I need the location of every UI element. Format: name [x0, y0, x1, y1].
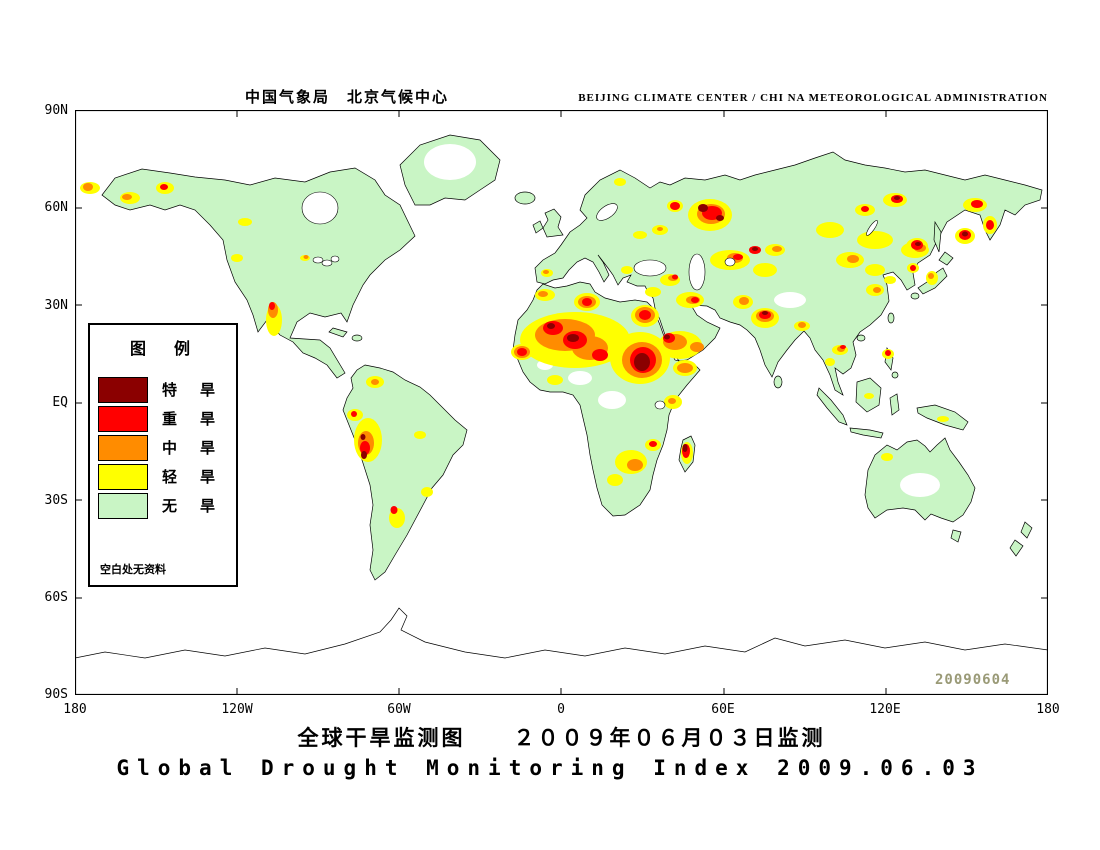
- no-drought-swatch: [98, 492, 148, 519]
- lat-label-30s: 30S: [44, 493, 68, 508]
- date-stamp: 20090604: [935, 672, 1011, 688]
- footer-title-chinese: 全球干旱监测图 ２００９年０６月０３日监测: [297, 726, 826, 750]
- axis-ticks: [75, 110, 1048, 695]
- extreme-drought-layer: [360, 196, 968, 459]
- lon-label-0: 0: [557, 702, 565, 717]
- header-title-chinese: 中国气象局 北京气候中心: [245, 88, 450, 106]
- antarctica: [75, 607, 1048, 695]
- legend-item-label: 特 旱: [162, 381, 220, 399]
- legend-item-none: 无 旱: [98, 491, 236, 520]
- footer-title-english: Global Drought Monitoring Index 2009.06.…: [116, 756, 984, 780]
- moderate-drought-swatch: [98, 434, 148, 461]
- legend-item-severe: 重 旱: [98, 404, 236, 433]
- header-title-english: BEIJING CLIMATE CENTER / CHI NA METEOROL…: [578, 92, 1048, 104]
- map-border: [75, 110, 1048, 695]
- lat-label-60s: 60S: [44, 590, 68, 605]
- legend-box: 图 例 特 旱 重 旱 中 旱 轻 旱 无 旱 空白处无资料: [88, 323, 238, 587]
- legend-item-label: 无 旱: [162, 497, 220, 515]
- severe-drought-swatch: [98, 405, 148, 432]
- drought-regions: [80, 178, 997, 528]
- world-map: [75, 110, 1048, 695]
- lat-label-60n: 60N: [44, 200, 68, 215]
- lat-label-90n: 90N: [44, 103, 68, 118]
- lon-label-120w: 120W: [221, 702, 253, 717]
- lon-label-60w: 60W: [387, 702, 411, 717]
- legend-item-light: 轻 旱: [98, 462, 236, 491]
- legend-item-label: 重 旱: [162, 410, 220, 428]
- lon-label-180e: 180: [1036, 702, 1060, 717]
- lon-label-60e: 60E: [711, 702, 735, 717]
- lat-label-30n: 30N: [44, 298, 68, 313]
- legend-no-data-note: 空白处无资料: [100, 563, 166, 576]
- lat-label-90s: 90S: [44, 687, 68, 702]
- extreme-drought-swatch: [98, 376, 148, 403]
- light-drought-swatch: [98, 463, 148, 490]
- legend-item-label: 中 旱: [162, 439, 220, 457]
- legend-title: 图 例: [129, 339, 196, 358]
- lon-label-180w: 180: [63, 702, 87, 717]
- no-data-patches: [424, 144, 940, 497]
- lon-label-120e: 120E: [869, 702, 901, 717]
- lat-label-eq: EQ: [52, 395, 68, 410]
- inland-waters: [301, 191, 878, 410]
- legend-item-moderate: 中 旱: [98, 433, 236, 462]
- legend-item-label: 轻 旱: [162, 468, 220, 486]
- legend-rows: 特 旱 重 旱 中 旱 轻 旱 无 旱: [98, 375, 236, 520]
- legend-item-extreme: 特 旱: [98, 375, 236, 404]
- world-map-svg: [75, 110, 1048, 695]
